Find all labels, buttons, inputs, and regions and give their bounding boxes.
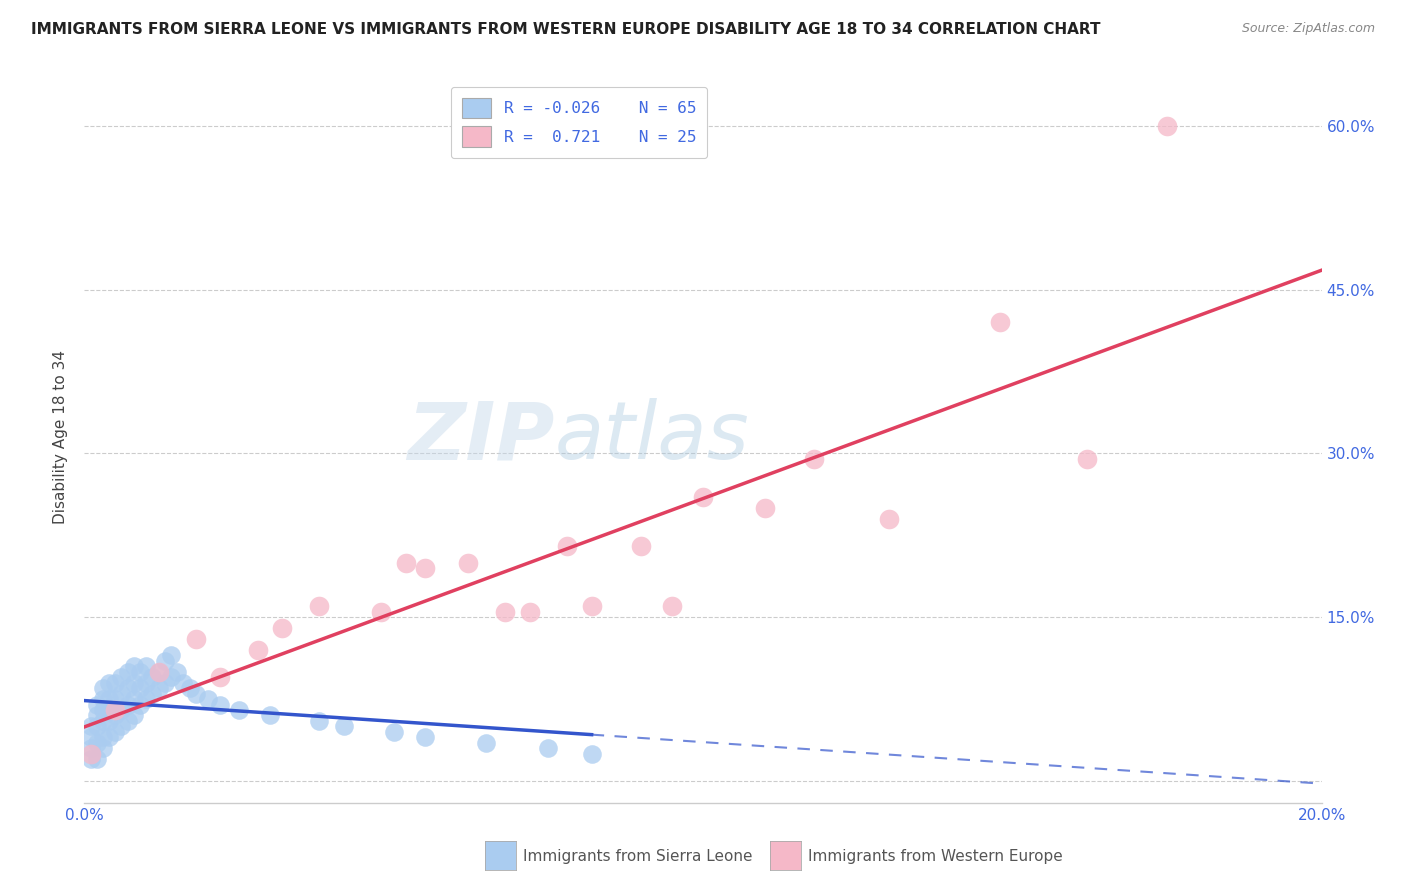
Point [308,714,330,728]
Point [581,599,603,614]
Point [122,708,145,723]
Point [413,561,436,575]
Point [129,681,152,695]
Point [86,719,108,733]
Point [172,675,194,690]
Point [117,714,139,728]
Point [104,703,127,717]
Point [803,451,825,466]
Point [122,692,145,706]
Point [581,747,603,761]
Point [661,599,683,614]
Point [630,539,652,553]
Point [555,539,578,553]
Point [79,731,101,745]
Point [122,675,145,690]
Point [129,698,152,712]
Point [988,315,1011,329]
Point [79,741,101,756]
Point [91,692,114,706]
Point [135,659,157,673]
Text: Immigrants from Western Europe: Immigrants from Western Europe [808,849,1063,863]
Legend: R = -0.026    N = 65, R =  0.721    N = 25: R = -0.026 N = 65, R = 0.721 N = 25 [451,87,707,158]
Point [494,605,516,619]
Point [184,632,207,646]
Point [197,692,219,706]
Point [79,752,101,766]
Point [104,675,127,690]
Point [129,665,152,679]
Point [117,681,139,695]
Point [86,752,108,766]
Point [86,736,108,750]
Point [98,692,121,706]
Point [110,719,132,733]
Y-axis label: Disability Age 18 to 34: Disability Age 18 to 34 [53,350,69,524]
Point [395,556,418,570]
Point [179,681,201,695]
Point [104,724,127,739]
Text: Source: ZipAtlas.com: Source: ZipAtlas.com [1241,22,1375,36]
Point [166,665,188,679]
Point [184,687,207,701]
Point [79,747,101,761]
Point [333,719,356,733]
Point [148,681,170,695]
Point [91,741,114,756]
Point [141,687,163,701]
Point [141,670,163,684]
Point [153,654,176,668]
Text: IMMIGRANTS FROM SIERRA LEONE VS IMMIGRANTS FROM WESTERN EUROPE DISABILITY AGE 18: IMMIGRANTS FROM SIERRA LEONE VS IMMIGRAN… [31,22,1101,37]
Point [86,698,108,712]
Point [91,681,114,695]
Point [86,708,108,723]
Point [153,675,176,690]
Point [259,708,281,723]
Point [1156,119,1178,133]
Point [110,703,132,717]
Point [877,512,900,526]
Text: ZIP: ZIP [408,398,554,476]
Point [209,698,232,712]
Point [413,731,436,745]
Point [91,731,114,745]
Point [754,501,776,516]
Point [160,670,183,684]
Point [110,670,132,684]
Point [692,490,714,504]
Point [135,675,157,690]
Point [271,621,294,635]
Point [537,741,560,756]
Point [475,736,498,750]
Text: Immigrants from Sierra Leone: Immigrants from Sierra Leone [523,849,752,863]
Point [519,605,541,619]
Point [382,724,405,739]
Point [246,643,269,657]
Point [98,714,121,728]
Point [209,670,232,684]
Point [110,687,132,701]
Point [457,556,479,570]
Point [135,692,157,706]
Point [228,703,250,717]
Point [91,714,114,728]
Point [308,599,330,614]
Point [104,692,127,706]
Text: atlas: atlas [554,398,749,476]
Point [91,703,114,717]
Point [79,719,101,733]
Point [117,665,139,679]
Point [1076,451,1098,466]
Point [370,605,392,619]
Point [148,665,170,679]
Point [98,703,121,717]
Point [117,698,139,712]
Point [148,665,170,679]
Point [98,675,121,690]
Point [122,659,145,673]
Point [98,731,121,745]
Point [104,708,127,723]
Point [160,648,183,663]
